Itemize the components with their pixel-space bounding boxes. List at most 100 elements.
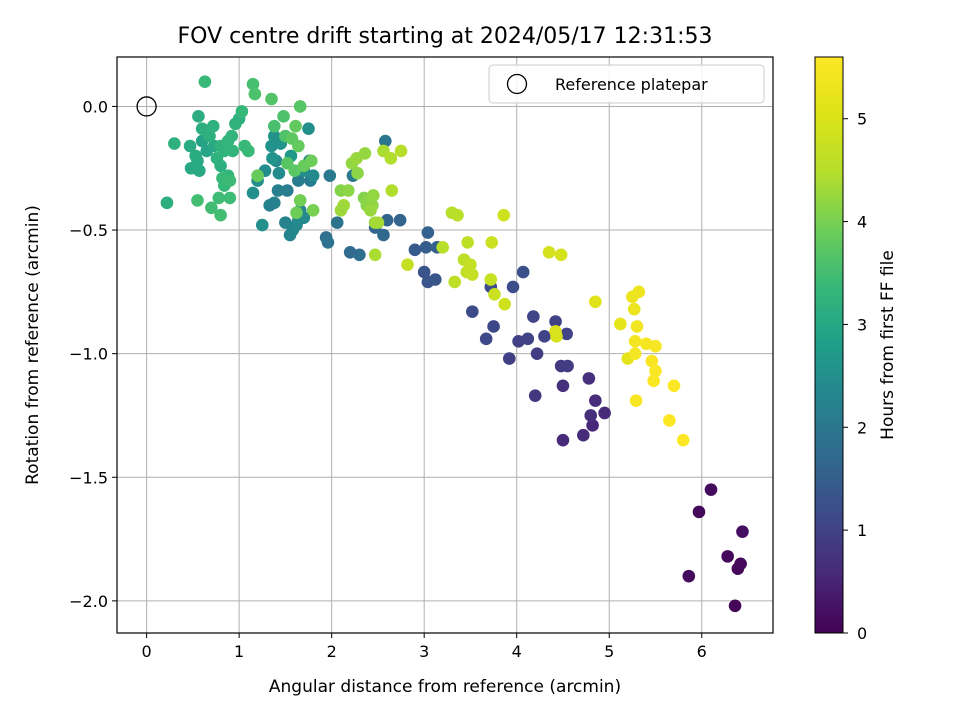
data-point bbox=[288, 164, 301, 178]
data-point bbox=[305, 154, 318, 168]
data-point bbox=[267, 119, 281, 133]
data-point bbox=[263, 199, 276, 212]
data-point bbox=[306, 169, 320, 182]
data-point bbox=[192, 110, 205, 123]
data-point bbox=[516, 265, 530, 279]
data-point bbox=[225, 129, 239, 143]
colorbar-tick-label: 3 bbox=[857, 315, 867, 334]
data-point bbox=[371, 216, 385, 229]
data-point bbox=[393, 213, 407, 227]
data-point bbox=[682, 569, 696, 583]
data-point bbox=[302, 122, 315, 135]
data-point bbox=[271, 184, 285, 197]
data-point bbox=[417, 265, 431, 279]
data-point bbox=[265, 92, 278, 106]
data-point bbox=[598, 406, 611, 420]
data-point bbox=[627, 302, 641, 316]
reference-marker-group bbox=[136, 96, 157, 117]
data-point bbox=[586, 419, 599, 432]
data-point bbox=[246, 186, 260, 200]
colorbar-gradient bbox=[814, 56, 844, 634]
data-point bbox=[629, 394, 643, 407]
data-point bbox=[272, 166, 286, 180]
data-point bbox=[577, 428, 590, 442]
legend: Reference platepar bbox=[488, 64, 765, 104]
x-tick-label: 5 bbox=[604, 642, 614, 661]
data-point bbox=[614, 317, 627, 331]
data-point bbox=[506, 280, 520, 294]
data-point bbox=[198, 75, 212, 89]
data-point bbox=[255, 218, 269, 232]
data-point bbox=[366, 189, 380, 202]
y-tick-label: −1.5 bbox=[69, 468, 108, 487]
data-point bbox=[647, 374, 660, 388]
data-point bbox=[630, 320, 644, 333]
data-point bbox=[538, 330, 551, 343]
data-point bbox=[451, 208, 464, 222]
colorbar-tick-label: 0 bbox=[857, 624, 867, 643]
data-point bbox=[554, 248, 568, 262]
data-point bbox=[487, 320, 500, 333]
data-point bbox=[448, 275, 462, 289]
data-point bbox=[497, 208, 511, 222]
data-point bbox=[736, 525, 749, 538]
data-point bbox=[464, 258, 477, 271]
data-point bbox=[246, 77, 260, 91]
data-point bbox=[330, 216, 344, 229]
colorbar-ticks: 0 1 2 3 4 5 bbox=[843, 110, 867, 643]
data-point bbox=[549, 315, 562, 328]
data-point bbox=[582, 372, 596, 385]
data-point bbox=[461, 236, 474, 249]
data-point bbox=[214, 208, 227, 222]
data-point bbox=[223, 174, 237, 187]
data-point bbox=[189, 149, 202, 163]
chart-title: FOV centre drift starting at 2024/05/17 … bbox=[178, 24, 713, 49]
data-point bbox=[323, 169, 337, 182]
data-point bbox=[528, 389, 542, 402]
data-point bbox=[248, 87, 262, 101]
x-axis-ticks: 0 1 2 3 4 5 6 bbox=[142, 633, 707, 661]
data-point bbox=[368, 248, 382, 262]
x-tick-label: 6 bbox=[697, 642, 707, 661]
data-point bbox=[465, 268, 479, 281]
data-point bbox=[358, 147, 372, 160]
data-point bbox=[280, 184, 294, 197]
data-point bbox=[251, 169, 264, 182]
data-point bbox=[277, 110, 290, 123]
y-axis-label: Rotation from reference (arcmin) bbox=[23, 205, 43, 485]
data-point bbox=[292, 174, 305, 187]
data-point bbox=[667, 379, 681, 393]
data-point bbox=[584, 409, 598, 422]
data-point bbox=[342, 184, 355, 197]
data-point bbox=[160, 196, 174, 210]
data-point bbox=[498, 297, 511, 311]
colorbar: 0 1 2 3 4 5 Hours from first FF file bbox=[814, 56, 898, 643]
data-point bbox=[561, 359, 574, 373]
data-point bbox=[205, 201, 218, 215]
legend-label: Reference platepar bbox=[555, 75, 708, 94]
data-point bbox=[385, 184, 399, 197]
data-point bbox=[436, 241, 449, 254]
legend-box bbox=[488, 64, 765, 104]
data-point bbox=[421, 226, 435, 239]
legend-reference-marker-icon bbox=[506, 73, 528, 95]
colorbar-tick-label: 4 bbox=[857, 213, 867, 232]
data-point bbox=[527, 310, 540, 323]
data-point bbox=[649, 364, 662, 378]
data-point bbox=[321, 236, 335, 249]
x-tick-label: 2 bbox=[327, 642, 337, 661]
y-tick-label: −0.5 bbox=[69, 221, 108, 240]
data-point bbox=[663, 414, 676, 427]
data-point bbox=[676, 433, 690, 447]
data-point bbox=[589, 394, 602, 407]
data-point bbox=[364, 203, 377, 217]
data-point bbox=[485, 236, 499, 249]
y-tick-label: −1.0 bbox=[69, 345, 108, 364]
x-tick-label: 1 bbox=[234, 642, 244, 661]
data-point bbox=[183, 139, 197, 153]
data-point bbox=[293, 100, 307, 113]
y-axis-ticks: −2.0 −1.5 −1.0 −0.5 0.0 bbox=[69, 97, 117, 611]
data-point bbox=[214, 159, 227, 173]
data-point bbox=[560, 327, 573, 341]
